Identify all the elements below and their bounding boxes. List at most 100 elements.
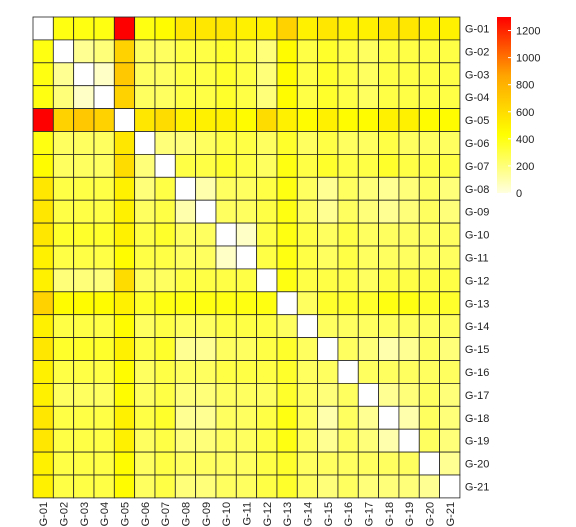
heatmap-cell-G-04-G-03 bbox=[73, 85, 95, 109]
heatmap-cell-G-17-G-01 bbox=[32, 382, 54, 407]
heatmap-cell-G-19-G-11 bbox=[235, 428, 258, 453]
heatmap-cell-G-01-G-03 bbox=[73, 16, 95, 41]
row-label: G-08 bbox=[465, 184, 489, 196]
heatmap-cell-G-11-G-21 bbox=[439, 245, 461, 270]
heatmap-cell-G-06-G-12 bbox=[256, 131, 278, 155]
heatmap-cell-G-03-G-18 bbox=[378, 62, 400, 87]
heatmap-cell-G-16-G-12 bbox=[256, 360, 278, 384]
heatmap-cell-G-04-G-13 bbox=[276, 85, 298, 109]
heatmap-cell-G-04-G-21 bbox=[439, 85, 461, 109]
heatmap-cell-G-16-G-03 bbox=[73, 360, 95, 384]
column-label: G-16 bbox=[343, 502, 355, 526]
heatmap-cell-G-11-G-03 bbox=[73, 245, 95, 270]
heatmap-cell-G-08-G-13 bbox=[276, 176, 298, 201]
heatmap-cell-G-16-G-01 bbox=[32, 360, 54, 384]
heatmap-cell-G-09-G-08 bbox=[174, 199, 197, 224]
heatmap-cell-G-02-G-07 bbox=[154, 39, 176, 64]
heatmap-cell-G-05-G-05 bbox=[113, 108, 136, 132]
heatmap-cell-G-19-G-21 bbox=[439, 428, 461, 453]
heatmap-cell-G-20-G-09 bbox=[195, 451, 217, 476]
row-label: G-03 bbox=[465, 69, 489, 81]
heatmap-cell-G-13-G-01 bbox=[32, 291, 54, 316]
heatmap-cell-G-01-G-06 bbox=[134, 16, 156, 41]
heatmap-cell-G-15-G-08 bbox=[174, 337, 197, 361]
heatmap-cell-G-06-G-17 bbox=[357, 131, 380, 155]
heatmap-cell-G-18-G-12 bbox=[256, 405, 278, 430]
heatmap-cell-G-17-G-13 bbox=[276, 382, 298, 407]
heatmap-cell-G-13-G-05 bbox=[113, 291, 136, 316]
heatmap-cell-G-20-G-12 bbox=[256, 451, 278, 476]
heatmap-cell-G-04-G-01 bbox=[32, 85, 54, 109]
heatmap-cell-G-01-G-10 bbox=[215, 16, 237, 41]
heatmap-cell-G-06-G-21 bbox=[439, 131, 461, 155]
row-label: G-15 bbox=[465, 344, 489, 356]
heatmap-cell-G-14-G-03 bbox=[73, 314, 95, 339]
heatmap-cell-G-15-G-14 bbox=[296, 337, 319, 361]
heatmap-cell-G-04-G-11 bbox=[235, 85, 258, 109]
heatmap-cell-G-12-G-08 bbox=[174, 268, 197, 293]
heatmap-cell-G-18-G-01 bbox=[32, 405, 54, 430]
heatmap-cell-G-03-G-16 bbox=[337, 62, 359, 87]
heatmap-cell-G-17-G-11 bbox=[235, 382, 258, 407]
heatmap-cell-G-12-G-07 bbox=[154, 268, 176, 293]
heatmap-cell-G-13-G-21 bbox=[439, 291, 461, 316]
column-label: G-02 bbox=[59, 502, 71, 526]
heatmap-cell-G-13-G-11 bbox=[235, 291, 258, 316]
heatmap-cell-G-21-G-15 bbox=[317, 474, 339, 499]
heatmap-cell-G-20-G-05 bbox=[113, 451, 136, 476]
heatmap-cell-G-12-G-02 bbox=[52, 268, 75, 293]
heatmap-cell-G-05-G-04 bbox=[93, 108, 115, 132]
heatmap-cell-G-01-G-20 bbox=[418, 16, 440, 41]
heatmap-cell-G-12-G-10 bbox=[215, 268, 237, 293]
heatmap-cell-G-05-G-14 bbox=[296, 108, 319, 132]
heatmap-cell-G-06-G-10 bbox=[215, 131, 237, 155]
heatmap-cell-G-02-G-21 bbox=[439, 39, 461, 64]
heatmap-cell-G-10-G-15 bbox=[317, 222, 339, 247]
heatmap-cell-G-11-G-08 bbox=[174, 245, 197, 270]
heatmap-cell-G-06-G-18 bbox=[378, 131, 400, 155]
row-label: G-12 bbox=[465, 275, 489, 287]
heatmap-cell-G-19-G-01 bbox=[32, 428, 54, 453]
heatmap-cell-G-16-G-21 bbox=[439, 360, 461, 384]
heatmap-cell-G-16-G-18 bbox=[378, 360, 400, 384]
heatmap-cell-G-15-G-11 bbox=[235, 337, 258, 361]
heatmap-cell-G-07-G-04 bbox=[93, 153, 115, 178]
heatmap-cell-G-10-G-06 bbox=[134, 222, 156, 247]
heatmap-cell-G-19-G-05 bbox=[113, 428, 136, 453]
heatmap-cell-G-05-G-18 bbox=[378, 108, 400, 132]
heatmap-cell-G-03-G-14 bbox=[296, 62, 319, 87]
heatmap-cells bbox=[32, 16, 461, 499]
heatmap-cell-G-21-G-11 bbox=[235, 474, 258, 499]
heatmap-cell-G-17-G-09 bbox=[195, 382, 217, 407]
heatmap-cell-G-19-G-06 bbox=[134, 428, 156, 453]
heatmap-cell-G-10-G-03 bbox=[73, 222, 95, 247]
heatmap-cell-G-15-G-19 bbox=[398, 337, 420, 361]
heatmap-cell-G-02-G-19 bbox=[398, 39, 420, 64]
heatmap-cell-G-12-G-18 bbox=[378, 268, 400, 293]
heatmap-cell-G-08-G-16 bbox=[337, 176, 359, 201]
heatmap-cell-G-14-G-14 bbox=[296, 314, 319, 339]
heatmap-cell-G-12-G-14 bbox=[296, 268, 319, 293]
heatmap-cell-G-08-G-18 bbox=[378, 176, 400, 201]
heatmap-cell-G-03-G-11 bbox=[235, 62, 258, 87]
heatmap-cell-G-03-G-10 bbox=[215, 62, 237, 87]
column-label: G-08 bbox=[180, 502, 192, 526]
column-label: G-06 bbox=[140, 502, 152, 526]
heatmap-cell-G-06-G-13 bbox=[276, 131, 298, 155]
heatmap-cell-G-16-G-08 bbox=[174, 360, 197, 384]
heatmap-cell-G-18-G-06 bbox=[134, 405, 156, 430]
heatmap-cell-G-09-G-05 bbox=[113, 199, 136, 224]
heatmap-cell-G-08-G-15 bbox=[317, 176, 339, 201]
heatmap-cell-G-08-G-10 bbox=[215, 176, 237, 201]
heatmap-cell-G-15-G-21 bbox=[439, 337, 461, 361]
heatmap-cell-G-17-G-10 bbox=[215, 382, 237, 407]
row-label: G-16 bbox=[465, 367, 489, 379]
row-label: G-02 bbox=[465, 46, 489, 58]
heatmap-cell-G-21-G-03 bbox=[73, 474, 95, 499]
heatmap-cell-G-16-G-04 bbox=[93, 360, 115, 384]
heatmap-cell-G-05-G-16 bbox=[337, 108, 359, 132]
heatmap-cell-G-11-G-19 bbox=[398, 245, 420, 270]
heatmap-cell-G-04-G-18 bbox=[378, 85, 400, 109]
heatmap-cell-G-11-G-04 bbox=[93, 245, 115, 270]
heatmap-cell-G-19-G-07 bbox=[154, 428, 176, 453]
